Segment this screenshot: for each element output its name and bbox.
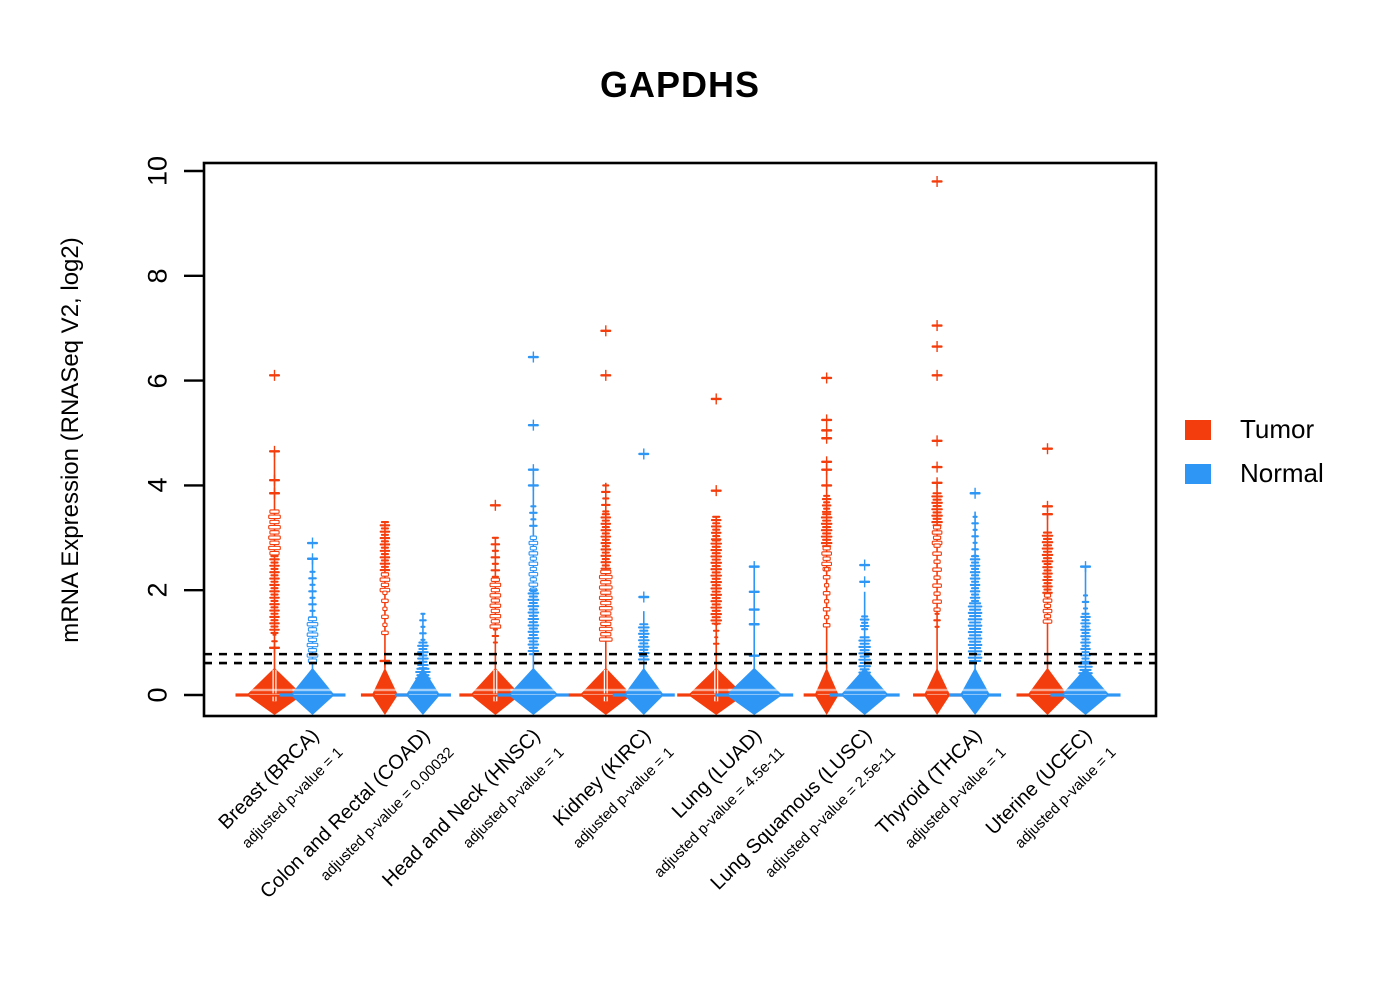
- legend-item-tumor: Tumor: [1185, 414, 1324, 445]
- tumor-strip-COAD: [360, 521, 409, 715]
- tumor-strip-BRCA: [235, 369, 314, 715]
- normal-strip-LUAD: [715, 561, 794, 715]
- y-tick-label-6: 6: [142, 373, 173, 389]
- normal-legend-label: Normal: [1240, 458, 1324, 488]
- y-tick-label-2: 2: [142, 582, 173, 598]
- legend: Tumor Normal: [1185, 414, 1324, 502]
- y-tick-label-10: 10: [142, 155, 173, 187]
- normal-strip-THCA: [949, 487, 1002, 715]
- y-tick-label-8: 8: [142, 268, 173, 284]
- y-tick-label-4: 4: [142, 477, 173, 493]
- normal-strip-LUSC: [829, 559, 900, 715]
- tumor-strip-LUAD: [677, 393, 756, 715]
- tumor-legend-label: Tumor: [1240, 414, 1315, 444]
- tumor-strip-HNSC: [459, 499, 532, 715]
- chart-title: GAPDHS: [599, 64, 761, 105]
- tumor-strip-THCA: [913, 175, 962, 715]
- normal-strip-BRCA: [279, 537, 346, 715]
- normal-strip-HNSC: [497, 351, 570, 715]
- normal-swatch: [1185, 463, 1211, 484]
- tumor-strip-KIRC: [568, 325, 643, 715]
- normal-strip-UCEC: [1050, 561, 1121, 715]
- normal-strip-KIRC: [612, 448, 675, 715]
- tumor-swatch: [1185, 419, 1211, 440]
- plot-border: [202, 161, 1158, 718]
- legend-item-normal: Normal: [1185, 458, 1324, 489]
- tumor-strip-LUSC: [803, 372, 850, 715]
- y-tick-label-0: 0: [142, 687, 173, 703]
- tumor-strip-UCEC: [1016, 443, 1079, 715]
